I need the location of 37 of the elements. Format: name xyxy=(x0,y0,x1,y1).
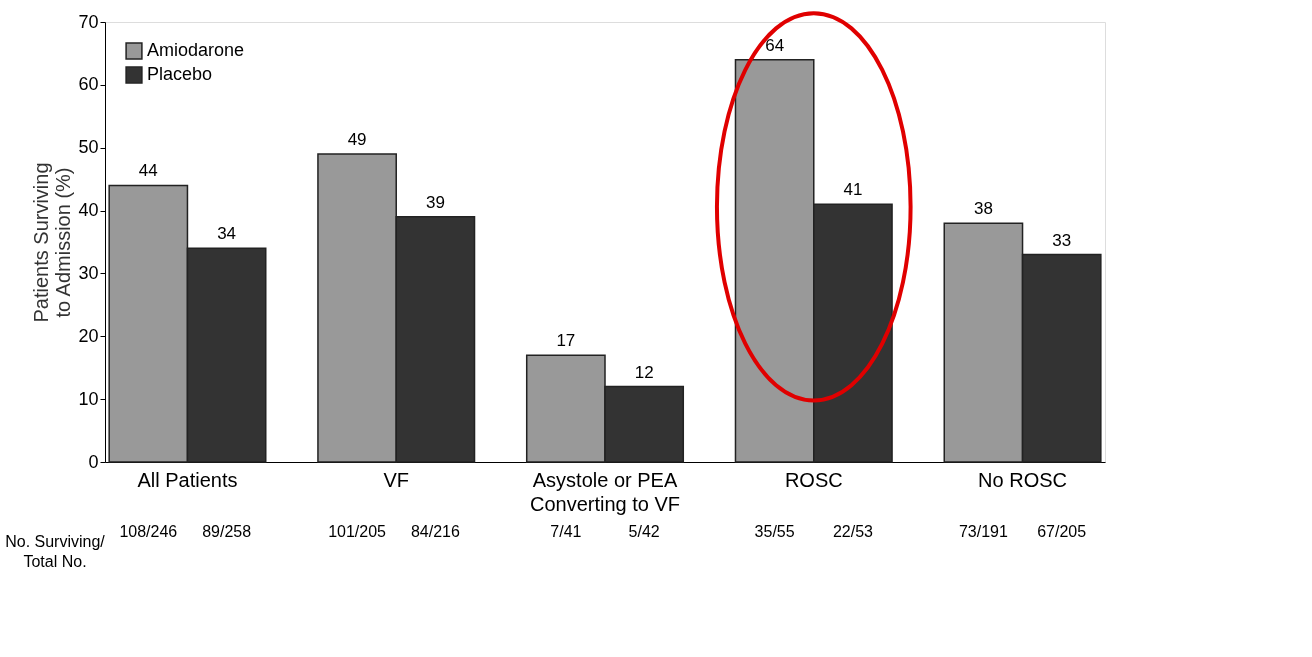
y-tick-label: 20 xyxy=(78,325,99,346)
data-label: 44 xyxy=(138,161,158,181)
text: 35/55 xyxy=(754,523,795,540)
x-tick-label: VF xyxy=(383,468,410,491)
text: 73/191 xyxy=(958,523,1008,540)
y-tick-label: 70 xyxy=(78,11,99,32)
y-tick-label: 10 xyxy=(78,388,99,409)
x-tick-label: No ROSC xyxy=(978,468,1067,491)
text: 84/216 xyxy=(410,523,460,540)
x-tick-label: Asystole or PEA Converting to VF xyxy=(529,468,681,515)
text: 22/53 xyxy=(832,523,874,540)
text: 5/42 xyxy=(628,523,660,540)
data-label: 41 xyxy=(843,180,863,200)
y-tick-label: 30 xyxy=(78,262,99,283)
x-tick-label: All Patients xyxy=(137,468,238,491)
y-axis-title: Patients Surviving to Admission (%) xyxy=(30,162,75,323)
data-label: 64 xyxy=(765,35,785,55)
y-tick-label: 50 xyxy=(78,137,99,158)
y-tick-label: 40 xyxy=(78,200,99,221)
y-tick-label: 60 xyxy=(78,74,99,95)
text: No. Surviving/ Total No. xyxy=(5,533,106,570)
text: 7/41 xyxy=(550,523,582,540)
y-tick-label: 0 xyxy=(88,451,99,472)
text: 108/246 xyxy=(119,523,178,540)
text: 89/258 xyxy=(202,523,252,540)
data-label: 17 xyxy=(556,331,576,351)
text: 101/205 xyxy=(328,523,387,540)
legend-label: Amiodarone xyxy=(147,40,245,60)
legend-label: Placebo xyxy=(147,64,213,84)
text: 67/205 xyxy=(1037,523,1087,540)
data-label: 49 xyxy=(347,130,367,149)
data-label: 39 xyxy=(425,192,445,212)
data-label: 12 xyxy=(634,362,654,382)
data-label: 38 xyxy=(973,199,993,219)
x-tick-label: ROSC xyxy=(784,468,843,491)
data-label: 34 xyxy=(217,224,237,244)
data-label: 33 xyxy=(1052,230,1072,250)
